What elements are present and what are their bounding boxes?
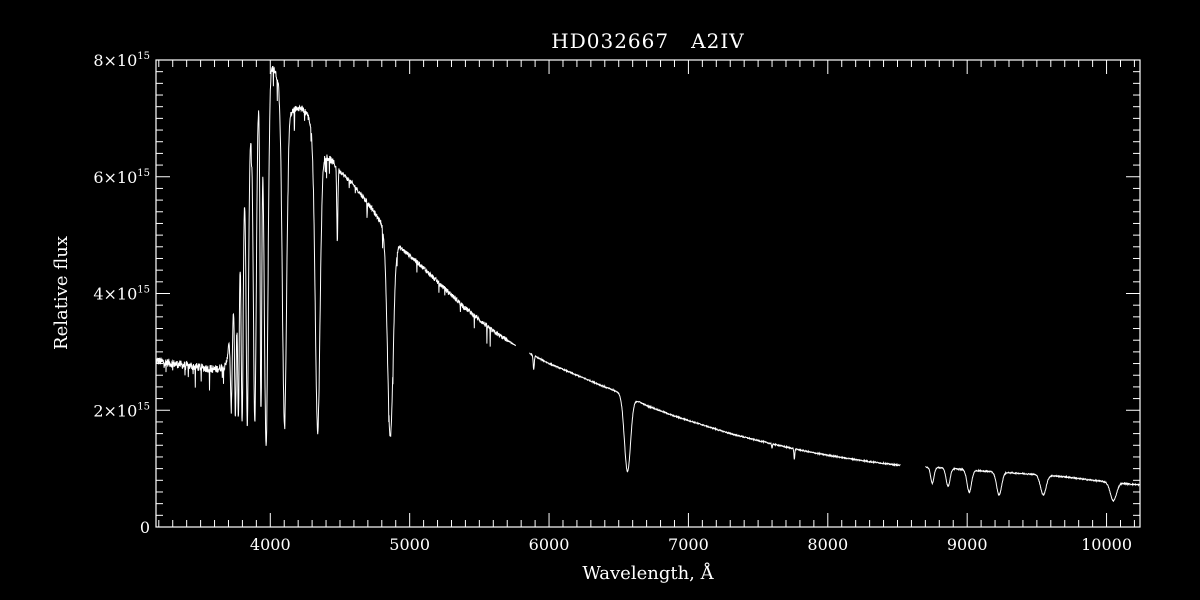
y-axis: 0 2×1015 4×1015 6×1015 8×1015 — [93, 51, 1140, 537]
y-tick-label: 0 — [140, 518, 150, 537]
y-tick-label: 8×1015 — [93, 51, 150, 70]
spectrum-series — [155, 65, 1141, 503]
y-tick-label: 2×1015 — [93, 401, 150, 420]
x-tick-label: 5000 — [389, 535, 430, 554]
spectrum-line — [155, 65, 517, 446]
y-tick-label: 6×1015 — [93, 168, 150, 187]
x-axis: 4000 5000 6000 7000 8000 9000 10000 — [158, 60, 1135, 554]
x-tick-label: 6000 — [529, 535, 570, 554]
x-tick-label: 8000 — [807, 535, 848, 554]
chart-title: HD032667 A2IV — [551, 29, 744, 53]
x-tick-label: 4000 — [250, 535, 291, 554]
x-tick-label: 10000 — [1081, 535, 1132, 554]
x-axis-label: Wavelength, Å — [582, 562, 714, 584]
x-tick-label: 7000 — [668, 535, 709, 554]
spectrum-line — [925, 465, 1141, 503]
spectrum-line — [529, 352, 901, 473]
y-tick-label: 4×1015 — [93, 285, 150, 304]
plot-frame — [155, 59, 1141, 528]
x-tick-label: 9000 — [947, 535, 988, 554]
y-axis-label: Relative flux — [51, 236, 72, 350]
